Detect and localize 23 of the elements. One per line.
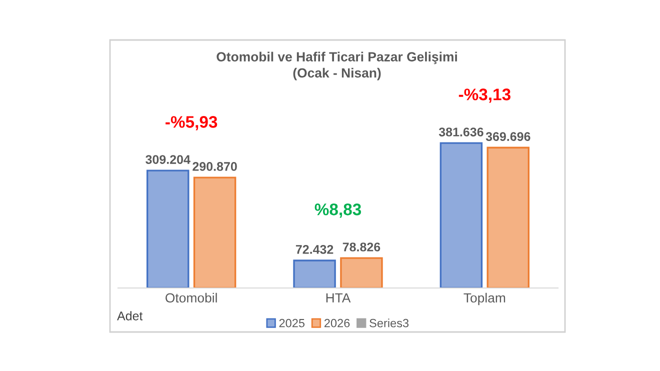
annotation: %8,83 — [314, 204, 362, 218]
bar — [486, 146, 530, 288]
legend-label: 2026 — [324, 318, 350, 328]
data-label: 309.204 — [146, 155, 190, 164]
data-label: 290.870 — [192, 162, 237, 171]
text: -%3,13 — [458, 88, 510, 103]
bar — [146, 170, 190, 288]
bar — [440, 142, 483, 288]
text: Adet — [117, 311, 143, 320]
x-tick-label: Toplam — [464, 292, 506, 306]
data-label: 381.636 — [438, 128, 484, 136]
data-label: 369.696 — [486, 132, 530, 141]
data-label: 72.432 — [296, 245, 334, 254]
chart-title: Otomobil ve Hafif Ticari Pazar Gelişimi (Ocak - Nisan) — [216, 52, 457, 80]
x-tick-label: HTA — [326, 293, 351, 302]
bar — [293, 260, 336, 288]
text: -%5,93 — [166, 116, 218, 130]
legend-label: 2025 — [279, 318, 305, 328]
data-label: 78.826 — [342, 242, 380, 252]
bar — [340, 257, 383, 288]
x-tick-label: Otomobil — [166, 292, 217, 303]
legend-label: Series3 — [370, 318, 409, 328]
bar — [193, 176, 236, 288]
